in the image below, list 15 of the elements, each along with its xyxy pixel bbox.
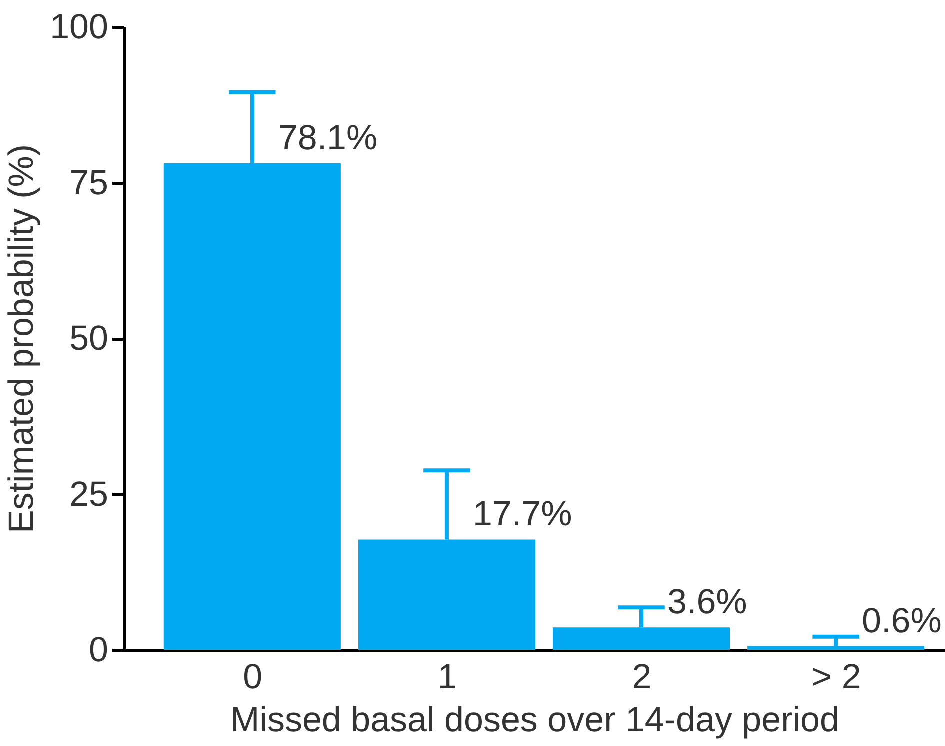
- y-axis-title: Estimated probability (%): [2, 144, 42, 534]
- data-label: 17.7%: [472, 494, 572, 534]
- x-tick-label: 0: [243, 658, 263, 696]
- y-tick-label: 50: [70, 319, 108, 358]
- data-label: 78.1%: [278, 118, 378, 158]
- x-tick-label: 2: [632, 658, 652, 696]
- y-tick-label: 0: [89, 630, 108, 670]
- y-tick-label: 75: [70, 163, 108, 202]
- data-label: 0.6%: [862, 601, 942, 640]
- y-tick-label: 100: [50, 8, 108, 46]
- y-tick-label: 25: [70, 474, 108, 514]
- data-label: 3.6%: [668, 582, 748, 622]
- x-tick-label: 1: [438, 658, 458, 696]
- x-tick-label: > 2: [812, 658, 862, 696]
- x-axis-title: Missed basal doses over 14-day period: [230, 700, 840, 740]
